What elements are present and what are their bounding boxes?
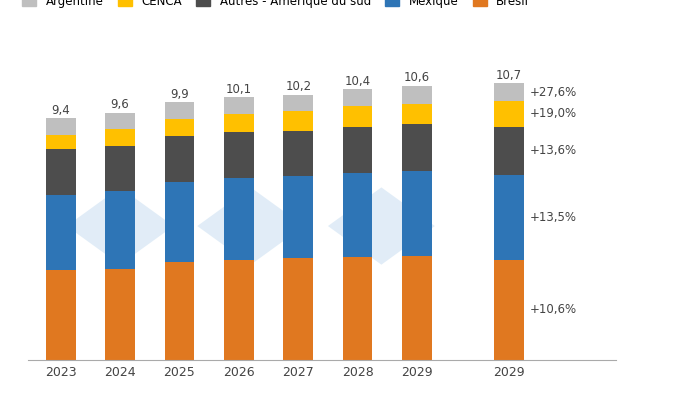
Text: 10,7: 10,7 — [496, 69, 522, 82]
Bar — [402, 124, 432, 171]
Bar — [284, 176, 313, 258]
Bar — [105, 268, 135, 360]
Text: 10,1: 10,1 — [226, 83, 252, 96]
Bar — [164, 136, 195, 182]
Bar — [105, 191, 135, 268]
Bar — [494, 260, 524, 360]
Bar — [284, 258, 313, 360]
Polygon shape — [66, 187, 174, 265]
Bar — [46, 118, 76, 134]
Text: +19,0%: +19,0% — [530, 108, 577, 120]
Bar — [343, 106, 372, 127]
Bar — [224, 260, 253, 360]
Bar — [164, 262, 195, 360]
Text: +13,6%: +13,6% — [530, 144, 577, 157]
Text: 9,6: 9,6 — [111, 98, 130, 111]
Text: 10,2: 10,2 — [285, 80, 312, 93]
Bar — [402, 171, 432, 256]
Bar — [46, 134, 76, 149]
Bar — [224, 97, 253, 114]
Bar — [494, 83, 524, 101]
Bar — [224, 114, 253, 132]
Text: 9,9: 9,9 — [170, 88, 189, 101]
Text: 10,6: 10,6 — [404, 71, 430, 84]
Legend: Argentine, CENCA, Autres - Amérique du sud, Mexique, Brésil: Argentine, CENCA, Autres - Amérique du s… — [22, 0, 529, 8]
Bar — [494, 101, 524, 127]
Bar — [164, 182, 195, 262]
Bar — [46, 149, 76, 195]
Text: +13,5%: +13,5% — [530, 210, 577, 224]
Bar — [284, 95, 313, 111]
Text: 10,4: 10,4 — [344, 75, 371, 88]
Bar — [105, 146, 135, 191]
Bar — [224, 132, 253, 178]
Polygon shape — [197, 187, 304, 265]
Text: +27,6%: +27,6% — [530, 86, 577, 98]
Bar — [402, 104, 432, 124]
Polygon shape — [328, 187, 435, 265]
Bar — [284, 131, 313, 176]
Bar — [343, 127, 372, 173]
Bar — [402, 86, 432, 104]
Text: 9,4: 9,4 — [51, 104, 70, 116]
Bar — [164, 102, 195, 119]
Bar — [343, 90, 372, 106]
Bar — [402, 256, 432, 360]
Bar — [343, 257, 372, 360]
Text: +10,6%: +10,6% — [530, 303, 577, 316]
Bar — [105, 130, 135, 146]
Bar — [284, 111, 313, 131]
Bar — [164, 119, 195, 136]
Bar — [105, 113, 135, 130]
Bar — [224, 178, 253, 260]
Bar — [494, 174, 524, 260]
Bar — [494, 127, 524, 174]
Bar — [46, 270, 76, 360]
Bar — [46, 195, 76, 270]
Bar — [343, 173, 372, 257]
